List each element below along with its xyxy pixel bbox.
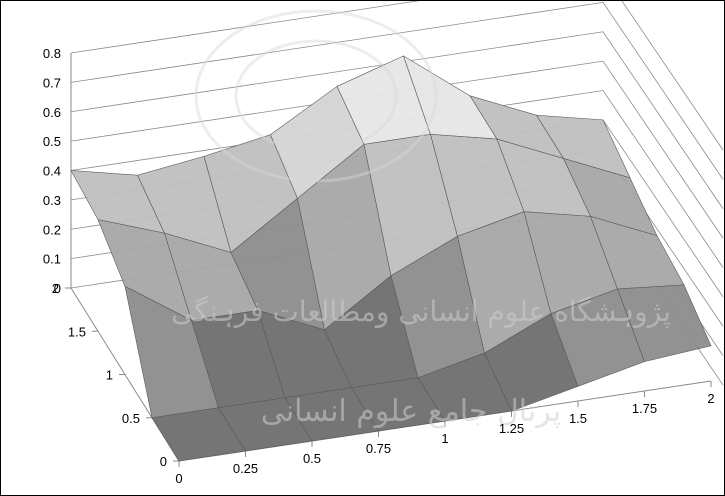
z-tick-label-8: 0.8: [43, 46, 61, 61]
surface-patch: [617, 284, 712, 362]
y-axis-tick-labels: 0 0.5 1 1.5 2: [52, 281, 167, 469]
x-tick-label-3: 0.75: [366, 441, 391, 456]
surface-plot: [70, 55, 712, 462]
watermark: پژوہشگاه علوم انسانی ومطالعات فرہنگی پرت…: [171, 9, 671, 429]
gridline-z-6: [70, 31, 724, 209]
y-tick-label-0: 0: [160, 454, 167, 469]
watermark-line-1: پژوہشگاه علوم انسانی ومطالعات فرہنگی: [171, 295, 671, 328]
z-tick-label-1: 0.1: [43, 252, 61, 267]
x-tick-label-7: 1.75: [632, 401, 657, 416]
x-tick-label-8: 2: [707, 391, 714, 406]
y-tick-label-2: 1: [106, 368, 113, 383]
x-tick-label-5: 1.25: [499, 421, 524, 436]
y-tick-label-4: 2: [52, 281, 59, 296]
watermark-line-2: پرتال جامع علوم انسانی: [261, 394, 561, 429]
z-tick-label-5: 0.5: [43, 134, 61, 149]
z-tick-label-6: 0.6: [43, 105, 61, 120]
z-tick-label-4: 0.4: [43, 164, 61, 179]
x-tick-label-1: 0.25: [233, 461, 258, 476]
x-tick-label-4: 1: [441, 431, 448, 446]
x-tick-label-0: 0: [175, 471, 182, 486]
gridline-z-5: [70, 60, 724, 239]
gridline-z-8: [70, 1, 724, 151]
z-tick-label-3: 0.3: [43, 193, 61, 208]
z-tick-label-2: 0.2: [43, 222, 61, 237]
gridline-z-7: [70, 1, 724, 180]
x-tick-label-2: 0.5: [303, 451, 321, 466]
x-tick-label-6: 1.5: [569, 411, 587, 426]
z-tick-label-7: 0.7: [43, 75, 61, 90]
x-axis-tick-labels: 0 0.25 0.5 0.75 1 1.25 1.5 1.75 2: [175, 391, 714, 486]
z-axis-tick-labels: 0 0.1 0.2 0.3 0.4 0.5 0.6 0.7 0.8: [43, 46, 61, 296]
y-tick-label-3: 1.5: [68, 324, 86, 339]
y-tick-label-1: 0.5: [122, 411, 140, 426]
z-tick-label-0: 0: [54, 281, 61, 296]
